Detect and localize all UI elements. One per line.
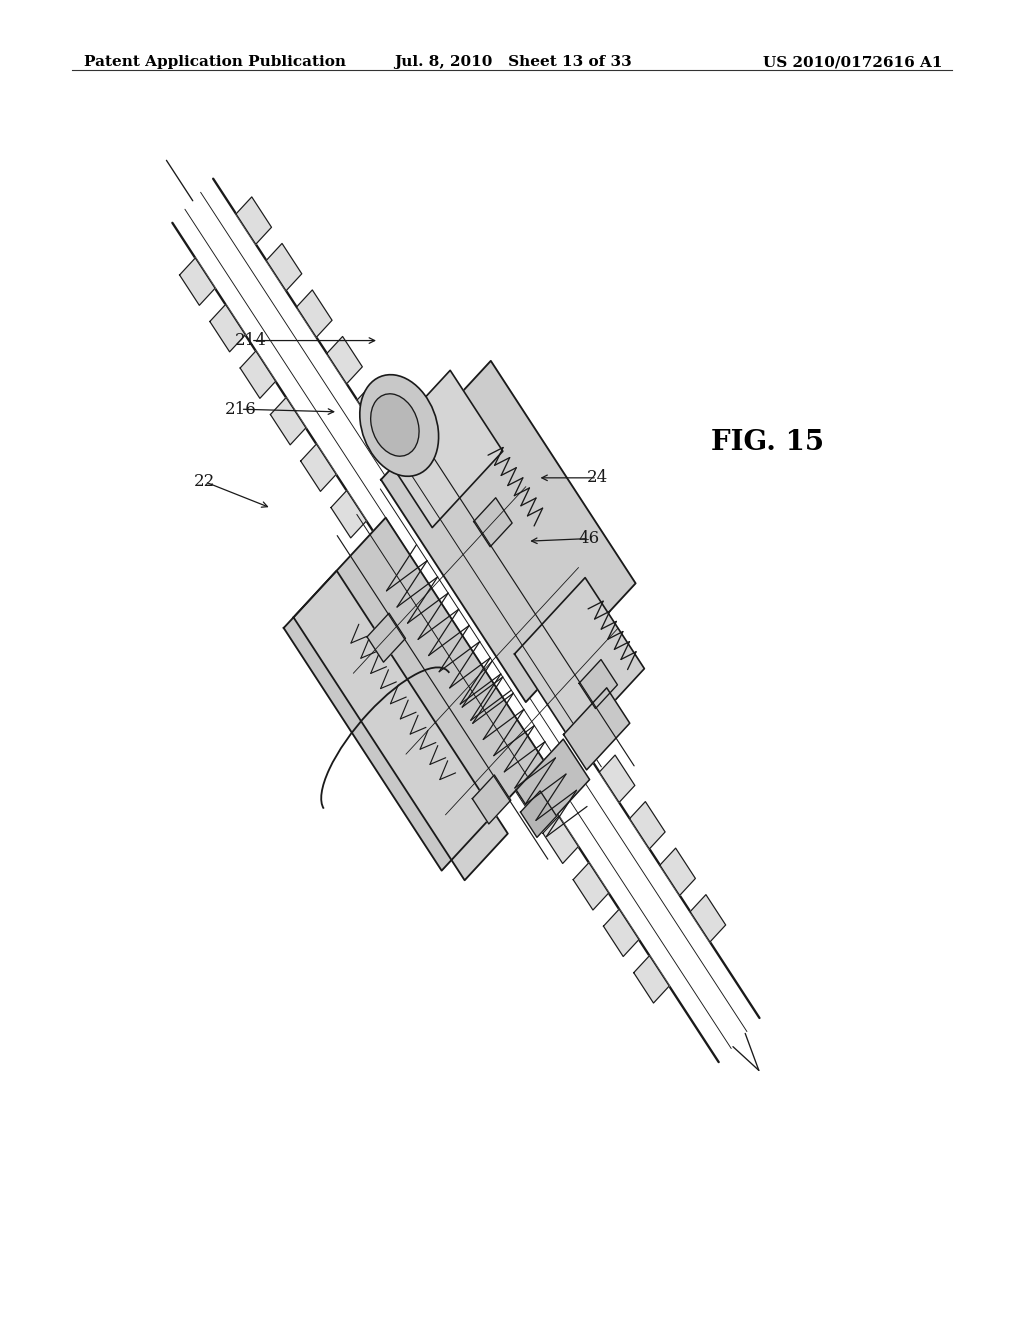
Ellipse shape [359, 375, 438, 477]
Polygon shape [516, 739, 590, 830]
Text: FIG. 15: FIG. 15 [712, 429, 824, 455]
Polygon shape [569, 709, 604, 756]
Polygon shape [357, 383, 392, 430]
Polygon shape [418, 477, 454, 523]
Ellipse shape [371, 393, 419, 457]
Text: 214: 214 [234, 333, 267, 348]
Polygon shape [603, 909, 639, 957]
Polygon shape [520, 791, 557, 837]
Text: 24: 24 [587, 470, 607, 486]
Text: 46: 46 [579, 531, 599, 546]
Polygon shape [634, 956, 670, 1003]
Polygon shape [381, 360, 636, 702]
Polygon shape [294, 570, 508, 880]
Polygon shape [449, 523, 483, 570]
Polygon shape [270, 397, 306, 445]
Polygon shape [474, 498, 512, 546]
Polygon shape [422, 630, 458, 677]
Polygon shape [327, 337, 362, 384]
Polygon shape [509, 615, 544, 663]
Polygon shape [297, 290, 332, 337]
Polygon shape [563, 688, 630, 770]
Polygon shape [301, 444, 336, 491]
Text: Jul. 8, 2010   Sheet 13 of 33: Jul. 8, 2010 Sheet 13 of 33 [394, 55, 632, 70]
Polygon shape [599, 755, 635, 803]
Text: 22: 22 [195, 474, 215, 490]
Polygon shape [387, 429, 423, 477]
Polygon shape [266, 243, 302, 290]
Polygon shape [478, 569, 514, 616]
Polygon shape [543, 816, 579, 863]
Polygon shape [514, 578, 644, 744]
Polygon shape [472, 775, 511, 824]
Polygon shape [482, 723, 518, 771]
Polygon shape [452, 677, 487, 723]
Polygon shape [241, 351, 275, 399]
Polygon shape [539, 663, 574, 709]
Polygon shape [573, 863, 608, 909]
Polygon shape [690, 895, 726, 942]
Polygon shape [210, 305, 246, 352]
Polygon shape [284, 517, 544, 871]
Polygon shape [579, 660, 617, 709]
Polygon shape [179, 257, 215, 305]
Polygon shape [361, 537, 396, 585]
Polygon shape [391, 583, 427, 631]
Text: Patent Application Publication: Patent Application Publication [84, 55, 346, 70]
Polygon shape [630, 801, 666, 849]
Polygon shape [659, 849, 695, 895]
Polygon shape [331, 491, 367, 537]
Polygon shape [367, 612, 406, 663]
Polygon shape [237, 197, 271, 244]
Text: 216: 216 [224, 401, 257, 417]
Polygon shape [513, 770, 548, 817]
Polygon shape [380, 371, 503, 528]
Text: US 2010/0172616 A1: US 2010/0172616 A1 [763, 55, 942, 70]
